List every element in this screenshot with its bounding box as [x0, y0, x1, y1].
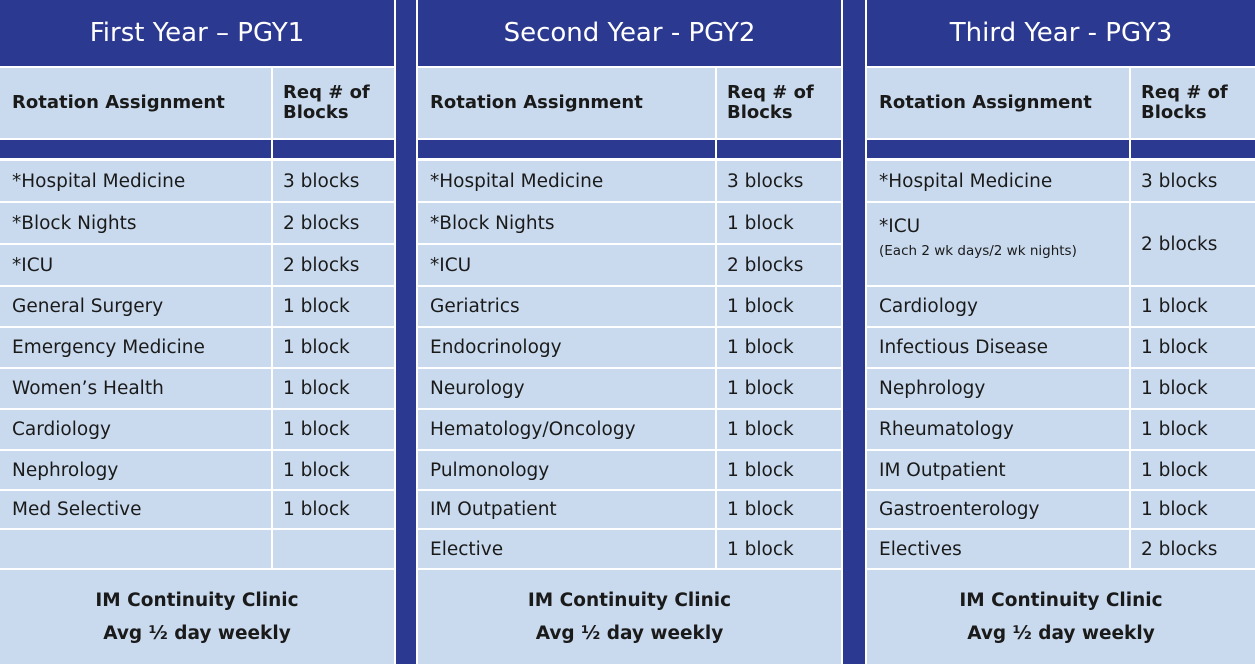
pgy2-row-rotation: Elective — [418, 530, 715, 568]
pgy1-title: First Year – PGY1 — [0, 0, 394, 66]
pgy2-row-blocks: 1 block — [717, 491, 841, 528]
pgy3-col-rotation: Rotation Assignment — [867, 68, 1129, 138]
pgy1-row-rotation: Emergency Medicine — [0, 328, 271, 367]
pgy3-row-blocks: 2 blocks — [1131, 530, 1255, 568]
pgy2-row-rotation: *Block Nights — [418, 203, 715, 243]
pgy3-row-rotation: IM Outpatient — [867, 451, 1129, 489]
pgy2-row-rotation: Neurology — [418, 369, 715, 408]
pgy3-row-blocks: 1 block — [1131, 287, 1255, 326]
pgy3-row-rotation: Gastroenterology — [867, 491, 1129, 528]
pgy2-row-blocks: 1 block — [717, 369, 841, 408]
pgy2-row-blocks: 1 block — [717, 530, 841, 568]
column-separator — [396, 0, 416, 664]
pgy1-footer-frequency: Avg ½ day weekly — [103, 623, 291, 644]
pgy1-row-rotation: *Block Nights — [0, 203, 271, 243]
pgy1-row-blocks: 2 blocks — [273, 245, 394, 285]
pgy3-row-blocks: 2 blocks — [1131, 203, 1255, 285]
pgy1-row-rotation: *ICU — [0, 245, 271, 285]
pgy3-row-blocks: 1 block — [1131, 369, 1255, 408]
pgy2-row-rotation: *Hospital Medicine — [418, 161, 715, 201]
pgy2-footer-frequency: Avg ½ day weekly — [535, 623, 724, 644]
pgy1-row-blocks: 1 block — [273, 451, 394, 489]
pgy2-col-blocks: Req # of Blocks — [717, 68, 841, 138]
pgy1-col-rotation: Rotation Assignment — [0, 68, 271, 138]
pgy2-row-blocks: 1 block — [717, 451, 841, 489]
pgy3-icu-label: *ICU — [879, 216, 921, 237]
pgy1-row-blocks: 1 block — [273, 328, 394, 367]
pgy3-row-blocks: 1 block — [1131, 491, 1255, 528]
pgy2-row-blocks: 1 block — [717, 410, 841, 449]
pgy2-row-blocks: 1 block — [717, 328, 841, 367]
pgy1-row-rotation: General Surgery — [0, 287, 271, 326]
pgy3-row-blocks: 1 block — [1131, 410, 1255, 449]
pgy3-footer: IM Continuity Clinic Avg ½ day weekly — [867, 570, 1255, 664]
pgy2-row-rotation: *ICU — [418, 245, 715, 285]
pgy1-footer: IM Continuity Clinic Avg ½ day weekly — [0, 570, 394, 664]
pgy3-row-blocks: 1 block — [1131, 451, 1255, 489]
pgy1-row-rotation: Nephrology — [0, 451, 271, 489]
pgy3-row-rotation: Rheumatology — [867, 410, 1129, 449]
pgy1-row-blocks: 1 block — [273, 287, 394, 326]
pgy1-row-rotation: Women’s Health — [0, 369, 271, 408]
pgy1-band-right — [273, 140, 394, 158]
pgy1-col-blocks: Req # of Blocks — [273, 68, 394, 138]
pgy2-row-blocks: 1 block — [717, 287, 841, 326]
pgy1-row-blocks: 1 block — [273, 410, 394, 449]
pgy2-footer: IM Continuity Clinic Avg ½ day weekly — [418, 570, 841, 664]
pgy3-row-blocks: 3 blocks — [1131, 161, 1255, 201]
pgy3-col-blocks: Req # of Blocks — [1131, 68, 1255, 138]
pgy2-row-rotation: Geriatrics — [418, 287, 715, 326]
pgy1-band-left — [0, 140, 271, 158]
pgy2-row-rotation: Hematology/Oncology — [418, 410, 715, 449]
column-separator — [843, 0, 865, 664]
pgy2-title: Second Year - PGY2 — [418, 0, 841, 66]
pgy2-footer-clinic: IM Continuity Clinic — [527, 590, 732, 611]
pgy2-band-left — [418, 140, 715, 158]
pgy2-row-blocks: 2 blocks — [717, 245, 841, 285]
pgy3-footer-frequency: Avg ½ day weekly — [967, 623, 1155, 644]
pgy3-band-left — [867, 140, 1129, 158]
pgy1-row-blocks: 3 blocks — [273, 161, 394, 201]
pgy2-row-rotation: Pulmonology — [418, 451, 715, 489]
pgy3-footer-clinic: IM Continuity Clinic — [959, 590, 1163, 611]
pgy2-col-rotation: Rotation Assignment — [418, 68, 715, 138]
pgy3-row-rotation: Infectious Disease — [867, 328, 1129, 367]
pgy3-title: Third Year - PGY3 — [867, 0, 1255, 66]
pgy3-row-rotation: Electives — [867, 530, 1129, 568]
pgy1-row-rotation — [0, 530, 271, 568]
pgy1-row-rotation: *Hospital Medicine — [0, 161, 271, 201]
pgy3-row-rotation: Nephrology — [867, 369, 1129, 408]
pgy1-row-rotation: Cardiology — [0, 410, 271, 449]
pgy2-row-blocks: 3 blocks — [717, 161, 841, 201]
pgy1-row-blocks: 1 block — [273, 369, 394, 408]
pgy1-row-rotation: Med Selective — [0, 491, 271, 528]
pgy1-row-blocks — [273, 530, 394, 568]
pgy2-row-rotation: IM Outpatient — [418, 491, 715, 528]
pgy2-band-right — [717, 140, 841, 158]
pgy1-row-blocks: 2 blocks — [273, 203, 394, 243]
pgy3-row-rotation: *Hospital Medicine — [867, 161, 1129, 201]
pgy1-footer-clinic: IM Continuity Clinic — [95, 590, 299, 611]
pgy3-band-right — [1131, 140, 1255, 158]
pgy3-row-rotation-icu: *ICU (Each 2 wk days/2 wk nights) — [867, 203, 1129, 285]
pgy3-icu-note: (Each 2 wk days/2 wk nights) — [879, 243, 1077, 259]
pgy2-row-blocks: 1 block — [717, 203, 841, 243]
pgy1-row-blocks: 1 block — [273, 491, 394, 528]
pgy3-row-blocks: 1 block — [1131, 328, 1255, 367]
pgy2-row-rotation: Endocrinology — [418, 328, 715, 367]
pgy3-row-rotation: Cardiology — [867, 287, 1129, 326]
